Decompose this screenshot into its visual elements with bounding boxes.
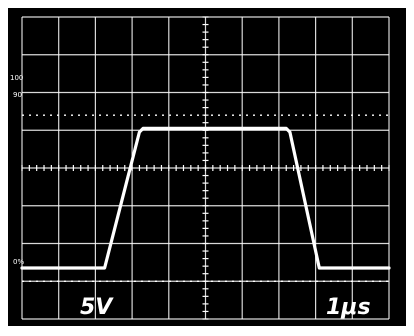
time-per-division-label: 1μs	[326, 295, 371, 320]
volts-per-division-label: 5V	[80, 295, 114, 320]
screen-background	[8, 8, 406, 326]
waveform-trace	[20, 126, 391, 270]
label-90: 90	[13, 91, 22, 99]
label-0-percent: 0%	[13, 258, 24, 266]
label-100: 100	[10, 74, 23, 82]
trace-layer	[20, 126, 391, 270]
